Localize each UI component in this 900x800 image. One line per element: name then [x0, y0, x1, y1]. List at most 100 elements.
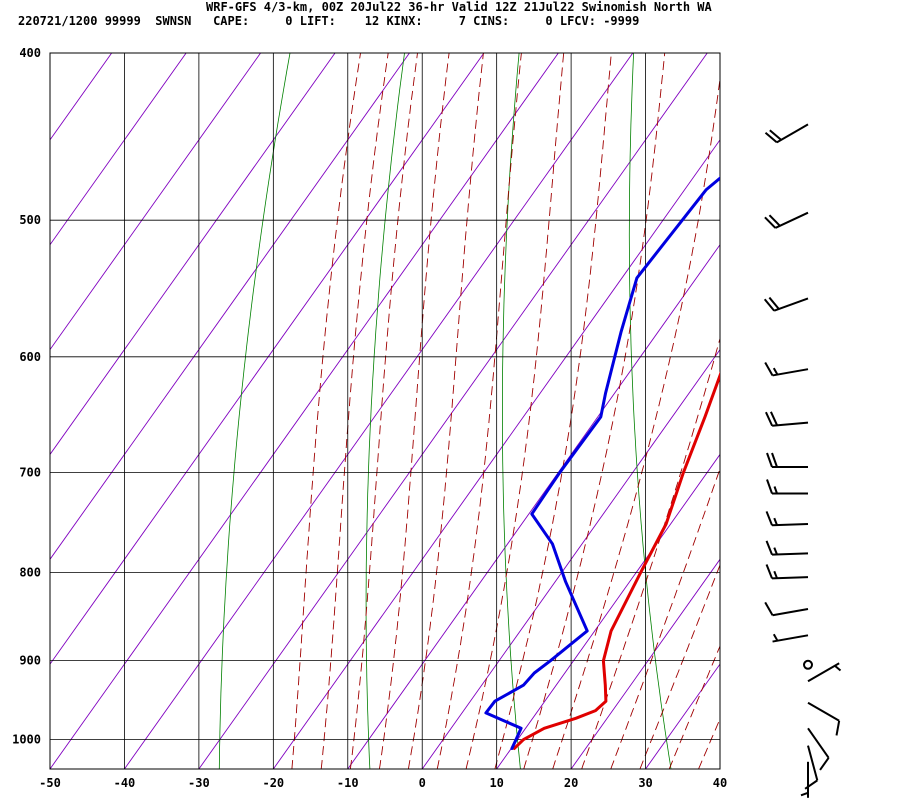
wind-barb-full: [766, 479, 773, 494]
wind-barb: [764, 362, 809, 377]
isotherm-line: [272, 139, 720, 769]
isotherm-line: [496, 453, 720, 769]
isotherm-line: [645, 663, 720, 769]
sounding-indices: 220721/1200 99999 SWNSN CAPE: 0 LIFT: 12…: [18, 14, 640, 28]
wind-barb-staff: [774, 211, 809, 229]
wind-barb-staff: [773, 297, 809, 312]
wind-barb: [807, 662, 842, 683]
wind-barb-full: [835, 720, 841, 736]
wind-barb-staff: [776, 123, 809, 144]
wind-barb: [766, 452, 808, 468]
moist-adiabat: [436, 53, 522, 769]
x-tick-label: 30: [638, 776, 652, 790]
wind-barb-full: [804, 779, 818, 790]
wind-barb-calm: [803, 659, 813, 670]
moist-adiabat: [378, 53, 450, 769]
wind-barb: [772, 633, 809, 643]
isotherm-line: [50, 53, 336, 456]
wind-barb-full: [768, 296, 780, 310]
wind-barb-full: [765, 411, 774, 427]
wind-barb-half: [800, 791, 809, 797]
plot-border: [49, 52, 721, 770]
wind-barb-half: [772, 633, 779, 642]
y-tick-label: 1000: [12, 733, 41, 747]
chart-title: WRF-GFS 4/3-km, 00Z 20Jul22 36-hr Valid …: [206, 0, 712, 14]
moist-adiabat: [320, 53, 389, 769]
wind-barb: [800, 761, 809, 798]
wind-barb: [804, 745, 819, 790]
y-tick-label: 800: [19, 565, 41, 579]
background-lines: [50, 53, 900, 769]
wind-barb-full: [770, 411, 779, 426]
wind-barb-half: [773, 570, 778, 579]
dry-adiabat: [365, 53, 405, 769]
wind-barb: [765, 511, 809, 527]
wind-barb: [766, 479, 808, 495]
y-tick-label: 700: [19, 465, 41, 479]
wind-barb: [765, 411, 809, 427]
wind-barb-full: [766, 452, 773, 468]
moist-adiabat: [465, 53, 565, 769]
x-tick-label: 40: [713, 776, 727, 790]
wind-barb-full: [765, 564, 773, 579]
isotherm-line: [50, 53, 113, 141]
moist-adiabat: [581, 336, 720, 769]
dry-adiabat: [863, 53, 900, 769]
moist-adiabat: [668, 644, 720, 769]
isotherm-line: [570, 558, 720, 769]
wind-barb: [764, 211, 809, 229]
wind-barb-full: [764, 216, 777, 229]
wind-barb: [763, 296, 809, 312]
temperature-profile-line: [512, 371, 720, 750]
moist-adiabat: [698, 717, 720, 769]
wind-barb-staff: [772, 368, 809, 377]
wind-barb-full: [819, 757, 830, 771]
isotherm-line: [50, 53, 261, 351]
wind-barb-full: [764, 132, 778, 144]
wind-barb: [764, 601, 809, 617]
wind-barbs: [763, 123, 842, 798]
y-tick-label: 400: [19, 46, 41, 60]
moist-adiabat: [349, 53, 418, 769]
isotherm-line: [50, 53, 559, 769]
wind-barb-staff: [807, 745, 819, 781]
axis-ticks: -50 -40 -30 -20 -10 0 10 20 30 40 400 500 600 700 800 9…: [12, 46, 727, 790]
moist-adiabat: [610, 467, 720, 769]
wind-barb: [765, 564, 809, 580]
x-tick-label: 0: [419, 776, 426, 790]
wind-barb-staff: [772, 634, 809, 643]
wind-barb-half: [773, 486, 778, 494]
wind-barb-full: [769, 129, 782, 141]
dry-adiabat: [502, 53, 521, 769]
header: WRF-GFS 4/3-km, 00Z 20Jul22 36-hr Valid …: [0, 0, 900, 42]
wind-barb: [807, 701, 841, 736]
dewpoint-profile-line: [484, 176, 720, 750]
wind-barb-staff: [772, 421, 809, 427]
moist-adiabat: [552, 75, 720, 769]
x-tick-label: 20: [564, 776, 578, 790]
x-tick-label: 10: [489, 776, 503, 790]
wind-barb-staff: [772, 608, 809, 617]
x-tick-label: -10: [337, 776, 359, 790]
wind-barb-full: [765, 511, 773, 526]
wind-barb-half: [773, 517, 778, 526]
wind-barb-staff: [807, 701, 840, 722]
moist-adiabat: [407, 53, 484, 769]
y-tick-label: 500: [19, 213, 41, 227]
dry-adiabat: [628, 53, 672, 769]
wind-barb: [764, 123, 809, 144]
wind-barb-half: [773, 547, 778, 555]
wind-barb-half: [834, 664, 842, 672]
x-tick-label: -50: [39, 776, 61, 790]
wind-barb: [807, 727, 830, 771]
wind-barb-half: [772, 367, 779, 376]
moist-adiabat: [523, 53, 666, 769]
wind-barb-staff: [771, 523, 809, 527]
isotherm-line: [124, 53, 634, 769]
wind-barb-staff: [771, 552, 809, 556]
moist-adiabat: [728, 53, 900, 769]
profiles: [484, 176, 720, 750]
moist-adiabat: [291, 53, 361, 769]
x-tick-label: -20: [262, 776, 284, 790]
